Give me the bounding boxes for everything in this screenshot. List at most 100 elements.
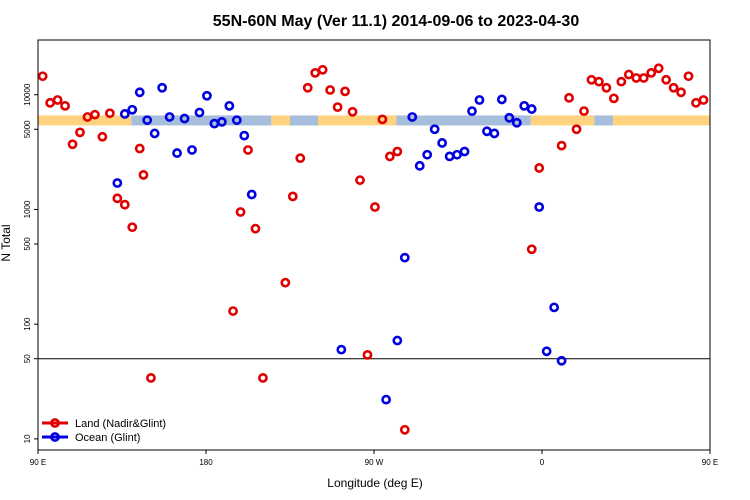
point-ocean [119,109,130,119]
point-land [250,223,261,234]
point-land [564,92,574,103]
y-tick-label: 10000 [23,83,32,106]
point-land [104,108,115,119]
point-land [45,97,56,108]
point-land [399,424,410,435]
point-ocean [459,146,470,157]
x-tick-label: 90 E [702,458,718,467]
band-segment-land [612,115,710,126]
band-segment-land [318,115,397,126]
legend-label-ocean: Ocean (Glint) [75,432,140,444]
point-land [676,87,686,98]
point-ocean [157,82,168,93]
point-ocean [474,95,485,105]
point-ocean [399,252,410,263]
legend-marker-ocean [50,432,60,442]
point-land [370,202,380,212]
point-land [228,306,238,316]
point-ocean [496,94,507,105]
point-ocean [549,302,560,313]
point-ocean [381,394,392,405]
point-ocean [422,149,433,160]
point-land [258,373,268,383]
point-land [683,71,694,82]
point-land [347,106,358,117]
point-land [579,106,589,116]
point-land [134,143,145,154]
point-land [631,73,642,83]
point-land [280,277,291,288]
point-ocean [392,335,403,346]
point-land [646,67,657,78]
point-ocean [556,355,567,366]
legend-marker-land [50,418,60,428]
point-land [119,199,130,210]
y-tick-label: 10 [23,434,32,443]
legend-entry-ocean: Ocean (Glint) [42,432,140,444]
band-segment-ocean [131,115,272,126]
point-land [601,82,612,93]
point-land [97,131,108,142]
point-ocean [246,189,257,200]
point-land [691,97,701,108]
point-ocean [187,145,197,155]
point-ocean [429,124,440,135]
point-land [112,193,123,204]
point-land [75,127,85,138]
point-ocean [526,104,537,114]
point-land [332,102,343,113]
point-land [526,244,537,255]
point-ocean [172,148,182,158]
legend-label-land: Land (Nadir&Glint) [75,418,166,430]
data-points [37,63,709,435]
y-axis-label: N Total [0,224,13,261]
point-land [310,67,321,78]
point-ocean [407,112,418,122]
point-land [556,140,567,151]
point-land [90,109,100,120]
y-tick-label: 5000 [23,120,32,138]
point-land [52,95,63,105]
point-land [243,145,253,155]
point-ocean [239,130,250,141]
point-land [235,207,246,217]
point-ocean [194,107,205,118]
x-tick-label: 180 [199,458,213,467]
point-ocean [149,128,160,139]
point-ocean [452,149,462,160]
point-land [37,71,48,82]
point-land [325,85,336,95]
point-ocean [224,100,235,111]
point-land [146,373,156,383]
band-segment-ocean [290,115,318,126]
point-ocean [437,138,448,148]
point-ocean [534,202,545,212]
point-ocean [336,344,347,355]
point-land [295,153,306,164]
point-land [661,74,672,85]
point-ocean [216,116,227,127]
point-land [317,64,328,75]
y-tick-label: 100 [23,317,32,331]
point-ocean [202,90,212,101]
point-ocean [482,126,492,137]
point-ocean [142,115,153,126]
point-ocean [179,113,190,124]
point-ocean [127,104,138,115]
point-ocean [444,151,455,162]
point-land [668,82,679,93]
point-ocean [489,128,500,139]
band-segment-land [530,115,595,126]
point-land [571,124,582,135]
point-land [355,175,365,186]
point-land [60,100,70,111]
point-land [377,114,388,125]
point-ocean [511,117,522,128]
y-axis: 10 50 100 500 1000 5000 10000 [23,83,38,443]
chart-title: 55N-60N May (Ver 11.1) 2014-09-06 to 202… [213,13,580,30]
legend-entry-land: Land (Nadir&Glint) [42,418,166,430]
point-ocean [231,115,242,126]
x-tick-label: 90 E [30,458,46,467]
point-ocean [541,346,552,357]
